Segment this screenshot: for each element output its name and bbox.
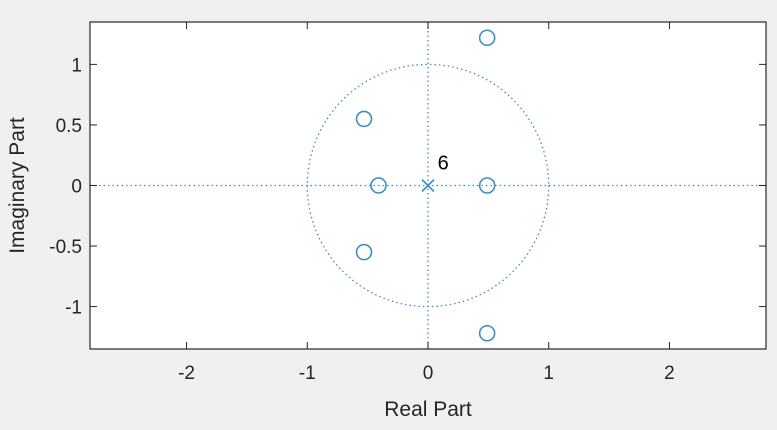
y-tick-label: 0.5: [56, 116, 82, 137]
x-axis-label: Real Part: [384, 398, 472, 421]
zero-marker-4: [478, 177, 496, 194]
zero-marker-1: [478, 29, 496, 47]
zero-marker-2: [355, 110, 373, 128]
x-tick-label: 2: [664, 363, 675, 384]
y-tick-label: -0.5: [49, 237, 82, 258]
zero-marker-6: [478, 324, 496, 342]
ticks: [90, 22, 766, 349]
multiplicity-label-1: 6: [438, 152, 449, 174]
x-tick-label: 1: [543, 363, 554, 384]
zero-marker-3: [370, 177, 387, 194]
y-tick-label: -1: [65, 298, 82, 319]
tick-labels: -2 -1 0 1 2 -1 -0.5 0 0.5 1: [49, 55, 674, 384]
zero-marker-5: [355, 243, 373, 261]
y-tick-label: 0: [71, 177, 82, 198]
x-tick-label: 0: [423, 363, 434, 384]
pole-stroke-b: [421, 178, 435, 193]
unit-circle: [306, 63, 550, 308]
markers: [355, 29, 496, 342]
y-axis-label: Imaginary Part: [6, 117, 29, 254]
pole-marker-1: [421, 178, 435, 193]
y-tick-label: 1: [71, 55, 82, 76]
x-tick-label: -1: [299, 363, 316, 384]
annotations: 6: [438, 152, 449, 174]
x-tick-label: -2: [178, 363, 195, 384]
